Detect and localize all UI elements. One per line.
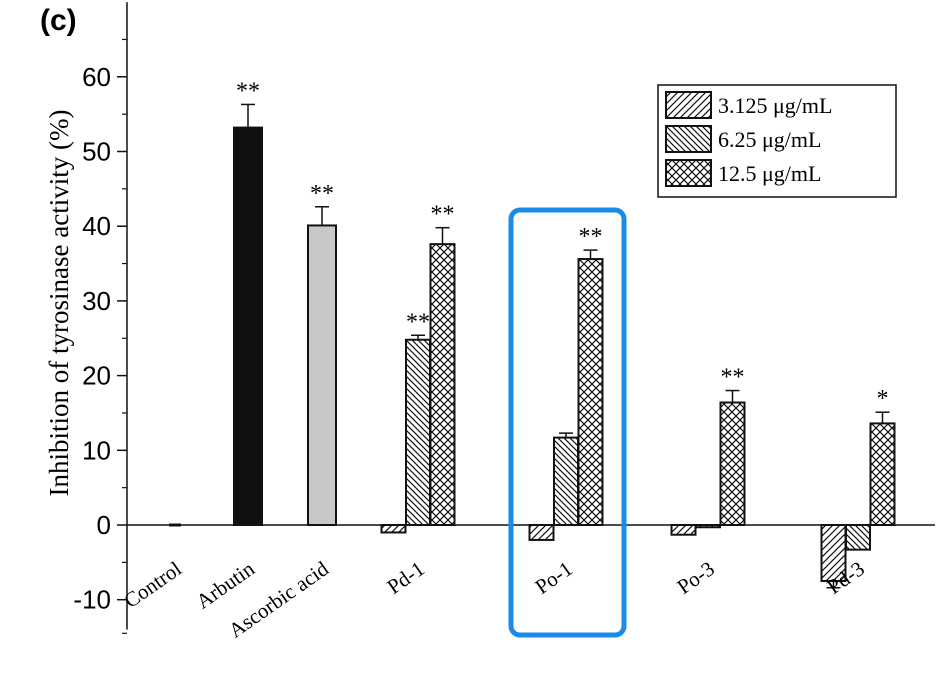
legend-swatch	[665, 125, 712, 153]
bar-pd-1-series-2	[405, 338, 431, 526]
significance-mark: **	[406, 309, 430, 335]
bar-arbutin	[233, 126, 263, 526]
panel-label: (c)	[40, 4, 77, 37]
legend-label: 3.125 μg/mL	[718, 93, 832, 118]
significance-marks: *************	[236, 78, 889, 412]
y-tick-label: 50	[82, 137, 111, 167]
bar-po-1-series-3	[577, 258, 604, 526]
category-label: Po-3	[673, 556, 719, 598]
significance-mark: **	[310, 181, 334, 207]
highlight-box-po-1	[508, 207, 627, 638]
legend-swatch	[665, 159, 712, 187]
bar-po-1-series-2	[553, 436, 579, 527]
y-tick-label: 10	[82, 435, 111, 465]
bar-po-3-series-1	[670, 524, 697, 536]
legend-label: 12.5 μg/mL	[718, 161, 821, 186]
bar-po-1-series-1	[528, 524, 555, 541]
category-label: Control	[120, 556, 186, 613]
y-tick-label: 40	[82, 211, 111, 241]
bar-po-3-series-3	[719, 401, 746, 527]
bar-pd-1-series-3	[429, 243, 456, 527]
bar-po-3-series-2	[695, 524, 721, 529]
bar-pd-1-series-1	[380, 524, 407, 534]
significance-mark: *	[877, 386, 889, 412]
significance-mark: **	[579, 224, 603, 250]
y-ticks: 60 50 40 30 20 10 0 -10	[73, 38, 127, 634]
significance-mark: **	[721, 365, 745, 391]
highlight-box	[508, 207, 627, 638]
y-axis-label: Inhibition of tyrosinase activity (%)	[44, 110, 74, 497]
bar-pd-3-series-2	[845, 524, 871, 551]
bar-pd-3-series-1	[820, 524, 847, 583]
y-tick-label: -10	[73, 585, 111, 615]
legend-label: 6.25 μg/mL	[718, 127, 821, 152]
significance-mark: **	[236, 78, 260, 104]
bars	[169, 126, 896, 583]
y-tick-label: 20	[82, 361, 111, 391]
category-label: Po-1	[531, 556, 577, 598]
y-tick-label: 30	[82, 286, 111, 316]
category-label: Pd-1	[383, 556, 429, 598]
y-tick-label: 0	[97, 510, 111, 540]
bar-ascorbic-acid	[307, 224, 337, 526]
bar-pd-3-series-3	[869, 422, 896, 526]
error-bars	[241, 103, 890, 589]
legend-swatch	[665, 91, 712, 119]
y-tick-label: 60	[82, 62, 111, 92]
legend: 3.125 μg/mL 6.25 μg/mL 12.5 μg/mL	[657, 84, 897, 198]
significance-mark: **	[431, 202, 455, 228]
